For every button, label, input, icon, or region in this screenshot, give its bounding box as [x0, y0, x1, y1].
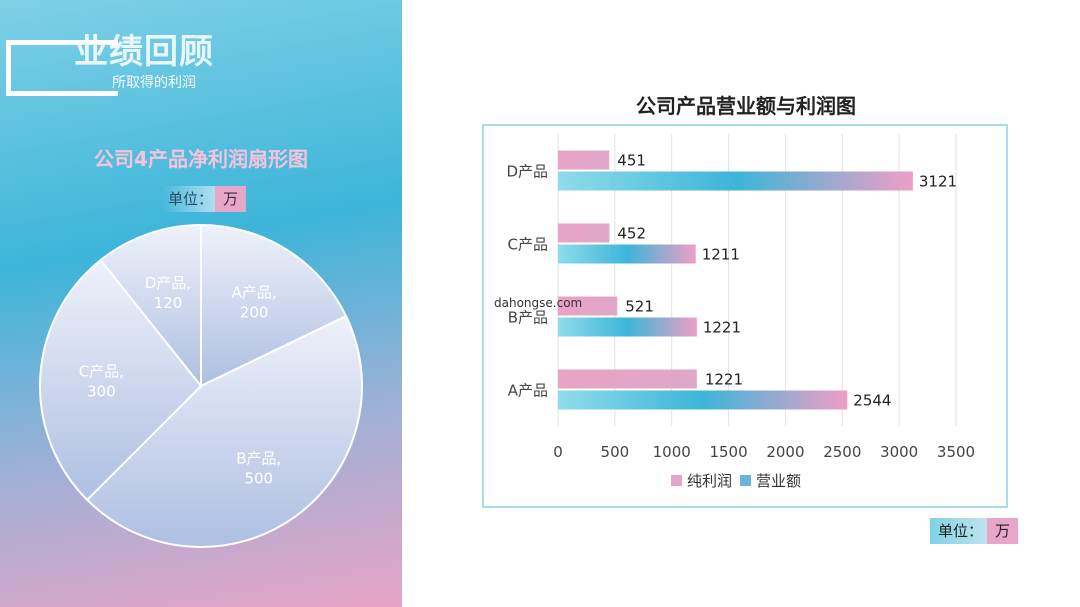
- x-tick-label: 2000: [766, 443, 804, 461]
- bar-chart-title: 公司产品营业额与利润图: [636, 94, 856, 118]
- bar-profit-label: 452: [617, 225, 646, 243]
- bar-revenue-label: 2544: [853, 392, 891, 410]
- y-category-label: B产品: [508, 309, 548, 327]
- bar-revenue: [558, 317, 697, 337]
- pie-slice-label: A产品,: [232, 283, 277, 301]
- bar-profit-label: 451: [617, 152, 646, 170]
- bar-profit-label: 1221: [705, 371, 743, 389]
- pie-slice-value: 500: [244, 469, 273, 487]
- bar-revenue: [558, 390, 848, 410]
- pie-slice-label: C产品,: [79, 362, 124, 380]
- x-tick-label: 1500: [709, 443, 747, 461]
- bar-profit-label: 521: [625, 298, 654, 316]
- unit-value: 万: [987, 518, 1019, 544]
- bar-revenue-label: 1221: [703, 319, 741, 337]
- legend-swatch-revenue: [740, 475, 751, 486]
- title-frame-decoration: [6, 40, 118, 96]
- bar-revenue-label: 1211: [702, 246, 740, 264]
- unit-label: 单位：: [162, 186, 216, 212]
- bar-profit: [558, 296, 618, 316]
- pie-slice-label: D产品,: [145, 274, 191, 292]
- legend-label-profit: 纯利润: [687, 472, 732, 490]
- x-tick-label: 3000: [880, 443, 918, 461]
- section-title: 业绩回顾: [74, 32, 214, 72]
- x-tick-label: 0: [553, 443, 563, 461]
- pie-slice-value: 120: [154, 294, 183, 312]
- x-tick-label: 3500: [937, 443, 975, 461]
- x-tick-label: 1000: [653, 443, 691, 461]
- x-tick-label: 500: [601, 443, 630, 461]
- pie-chart-title: 公司4产品净利润扇形图: [94, 147, 308, 171]
- y-category-label: A产品: [508, 382, 548, 400]
- bar-profit: [558, 223, 610, 243]
- pie-slice-value: 300: [87, 382, 116, 400]
- bar-revenue: [558, 244, 696, 264]
- x-tick-label: 2500: [823, 443, 861, 461]
- bar-profit: [558, 150, 610, 170]
- legend-label-revenue: 营业额: [756, 472, 801, 490]
- bar-unit-badge: 单位：万: [930, 518, 1019, 544]
- unit-label: 单位：: [930, 518, 988, 544]
- pie-slice: [99, 223, 202, 389]
- pie-slice: [85, 314, 363, 548]
- left-panel: 业绩回顾 所取得的利润 公司4产品净利润扇形图 单位：万 A产品, 200 B产品,…: [0, 0, 402, 607]
- watermark: dahongse.com: [494, 296, 583, 310]
- pie-slice-label: B产品,: [236, 449, 281, 467]
- pie-chart: A产品, 200 B产品, 500 C产品, 300 D产品, 120: [39, 223, 363, 548]
- bar-chart-frame: [482, 124, 1008, 508]
- bar-revenue: [558, 171, 913, 191]
- pie-slice: [200, 223, 348, 388]
- bar-revenue-label: 3121: [919, 173, 957, 191]
- section-subtitle: 所取得的利润: [112, 75, 196, 91]
- legend-swatch-profit: [671, 475, 682, 486]
- y-category-label: D产品: [506, 163, 548, 181]
- pie-unit-badge: 单位：万: [162, 186, 247, 212]
- unit-value: 万: [215, 186, 247, 212]
- pie-slice-value: 200: [240, 303, 269, 321]
- bar-chart: 0 500 1000 1500 2000 2500 3000 3500 A产品 1221 2544 B…: [506, 134, 975, 490]
- y-category-label: C产品: [508, 236, 548, 254]
- bar-profit: [558, 369, 697, 389]
- pie-slice: [39, 258, 203, 502]
